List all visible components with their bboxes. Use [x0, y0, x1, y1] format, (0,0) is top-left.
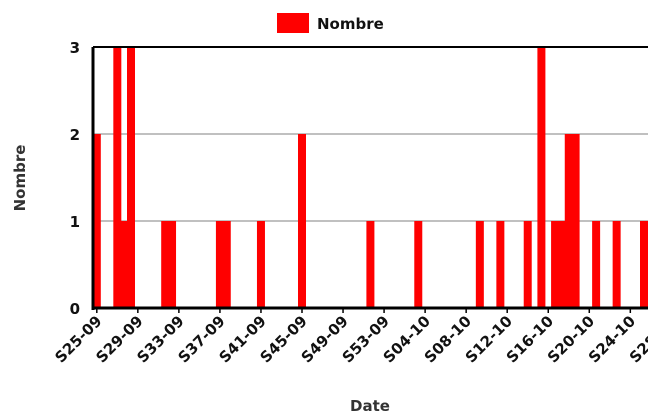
y-tick-labels: 0 1 2 3: [70, 39, 80, 318]
bar: [366, 221, 375, 308]
legend: Nombre: [277, 13, 384, 33]
y-tick-label: 3: [70, 39, 80, 57]
bar: [298, 134, 306, 308]
x-tick-labels: S25-09S29-09S33-09S37-09S41-09S45-09S49-…: [51, 308, 648, 366]
bar: [496, 221, 505, 308]
y-tick-label: 0: [70, 300, 80, 318]
y-axis-title: Nombre: [11, 145, 29, 212]
bar: [612, 221, 621, 308]
bars: [92, 47, 648, 308]
bar: [537, 47, 546, 308]
bar: [215, 221, 224, 308]
bar: [113, 47, 122, 308]
bar: [256, 221, 265, 308]
bar: [222, 221, 231, 308]
bar: [475, 221, 484, 308]
legend-label: Nombre: [317, 15, 384, 33]
bar: [571, 134, 580, 308]
bar: [168, 221, 177, 308]
bar: [557, 221, 566, 308]
bar: [161, 221, 170, 308]
bar: [92, 134, 101, 308]
bar: [120, 221, 129, 308]
bar: [640, 221, 648, 308]
y-tick-label: 2: [70, 126, 80, 144]
bar: [551, 221, 560, 308]
bar: [564, 134, 573, 308]
bar: [414, 221, 423, 308]
axes: [91, 46, 648, 310]
bar: [127, 47, 135, 308]
y-tick-label: 1: [70, 213, 80, 231]
x-axis-title: Date: [350, 397, 390, 415]
bar: [523, 221, 532, 308]
bar: [592, 221, 601, 308]
legend-swatch: [277, 13, 309, 33]
grid-lines: [93, 46, 648, 222]
